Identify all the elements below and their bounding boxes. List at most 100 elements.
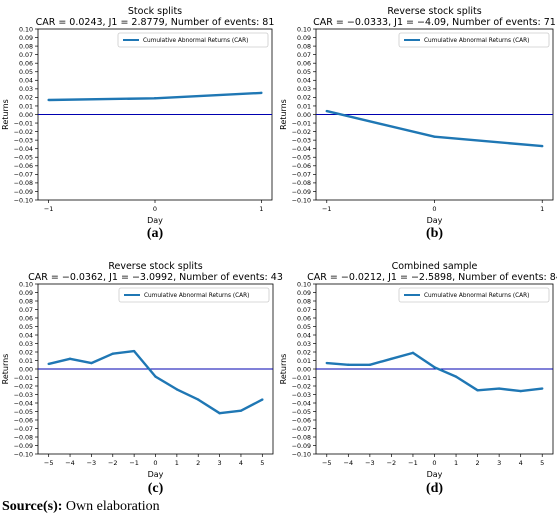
x-tick-label: 1 <box>454 459 458 467</box>
y-tick-label: 0.08 <box>297 298 311 305</box>
y-tick-label: 0.01 <box>297 358 311 365</box>
x-tick-label: −5 <box>44 459 54 467</box>
car-data-point <box>47 362 50 366</box>
y-tick-label: 0.04 <box>19 78 33 85</box>
source-note: Source(s): Own elaboration <box>2 499 160 515</box>
car-data-point <box>153 97 157 100</box>
y-tick-label: −0.02 <box>14 129 33 136</box>
y-tick-label: 0.06 <box>19 315 33 322</box>
car-series-line <box>326 109 543 148</box>
x-tick-label: 3 <box>218 459 222 467</box>
car-data-point <box>476 389 479 392</box>
x-tick-label: 0 <box>432 205 436 213</box>
y-tick-label: 0.07 <box>297 307 311 314</box>
y-tick-label: 0.02 <box>297 95 311 102</box>
car-series-line <box>48 349 263 415</box>
car-data-point <box>261 398 264 401</box>
y-tick-label: 0.08 <box>297 43 311 50</box>
y-tick-label: −0.09 <box>292 189 311 196</box>
car-data-point <box>454 375 458 378</box>
y-tick-label: 0.06 <box>297 315 311 322</box>
y-tick-label: −0.05 <box>14 409 33 416</box>
x-tick-label: −4 <box>344 459 354 467</box>
y-axis-label: Returns <box>1 354 10 385</box>
y-tick-label: 0.08 <box>19 298 33 305</box>
source-label: Source(s): <box>2 499 63 514</box>
y-tick-label: 0.03 <box>19 341 33 348</box>
legend-label: Cumulative Abnormal Returns (CAR) <box>144 293 249 299</box>
y-axis-label: Returns <box>1 99 10 130</box>
legend-label: Cumulative Abnormal Returns (CAR) <box>143 38 248 44</box>
x-axis-label: Day <box>148 470 164 479</box>
x-tick-label: −4 <box>65 459 75 467</box>
car-data-point <box>325 109 328 113</box>
panel-label: (b) <box>426 226 443 241</box>
x-axis-label: Day <box>427 216 443 225</box>
y-tick-label: −0.05 <box>14 155 33 162</box>
car-data-point <box>47 98 50 102</box>
y-tick-label: 0.10 <box>19 26 33 33</box>
x-tick-label: −3 <box>365 459 375 467</box>
y-tick-label: −0.01 <box>292 375 311 382</box>
y-tick-label: −0.06 <box>14 163 33 170</box>
y-tick-label: 0.03 <box>19 86 33 93</box>
y-tick-label: −0.07 <box>292 426 311 433</box>
car-data-point <box>218 412 221 415</box>
y-tick-label: 0.07 <box>19 52 33 59</box>
source-text: Own elaboration <box>65 499 160 514</box>
x-tick-label: 5 <box>540 459 544 467</box>
y-tick-label: −0.02 <box>292 129 311 136</box>
x-tick-label: −1 <box>44 205 54 213</box>
y-tick-label: −0.04 <box>14 400 33 407</box>
y-axis-label: Returns <box>279 354 288 385</box>
y-tick-label: 0.07 <box>19 307 33 314</box>
y-tick-label: 0.05 <box>19 69 33 76</box>
y-tick-label: 0.06 <box>297 61 311 68</box>
chart-subtitle: CAR = −0.0333, J1 = −4.09, Number of eve… <box>313 17 556 28</box>
y-tick-label: 0.09 <box>297 290 311 297</box>
chart-title: Reverse stock splits <box>108 261 202 272</box>
y-tick-label: 0.10 <box>297 26 311 33</box>
legend-box <box>398 32 550 48</box>
y-tick-label: −0.06 <box>292 163 311 170</box>
y-tick-label: −0.03 <box>292 137 311 144</box>
y-tick-label: 0.08 <box>19 43 33 50</box>
car-data-point <box>368 363 372 366</box>
y-tick-label: −0.10 <box>292 451 311 458</box>
y-tick-label: −0.09 <box>14 443 33 450</box>
y-tick-label: 0.02 <box>19 95 33 102</box>
y-tick-label: 0.03 <box>297 341 311 348</box>
y-tick-label: −0.05 <box>292 155 311 162</box>
y-tick-label: −0.10 <box>14 197 33 204</box>
legend-box <box>118 287 270 303</box>
car-data-point <box>347 363 350 366</box>
y-tick-label: 0.04 <box>297 78 311 85</box>
chart-title: Reverse stock splits <box>387 6 481 17</box>
y-tick-label: 0.00 <box>19 112 33 119</box>
chart-subtitle: CAR = 0.0243, J1 = 2.8779, Number of eve… <box>36 17 275 28</box>
y-tick-label: −0.05 <box>292 409 311 416</box>
car-data-point <box>154 375 157 378</box>
x-tick-label: 1 <box>540 205 544 213</box>
y-tick-label: −0.02 <box>292 383 311 390</box>
car-data-point <box>433 366 436 369</box>
car-data-point <box>239 409 243 412</box>
car-data-point <box>260 91 263 95</box>
y-tick-label: −0.09 <box>292 443 311 450</box>
y-tick-label: 0.00 <box>297 366 311 373</box>
panel-label: (c) <box>148 481 164 496</box>
x-tick-label: −2 <box>387 459 397 467</box>
x-tick-label: −3 <box>87 459 97 467</box>
x-axis-label: Day <box>427 470 443 479</box>
car-data-point <box>175 388 179 391</box>
y-tick-label: 0.01 <box>19 358 33 365</box>
y-tick-label: −0.04 <box>292 400 311 407</box>
car-data-point <box>90 361 93 365</box>
car-series-line <box>326 351 543 393</box>
chart-subtitle: CAR = −0.0212, J1 = −2.5898, Number of e… <box>307 272 557 283</box>
legend-box <box>117 32 269 48</box>
y-tick-label: −0.10 <box>14 451 33 458</box>
y-tick-label: 0.02 <box>19 349 33 356</box>
